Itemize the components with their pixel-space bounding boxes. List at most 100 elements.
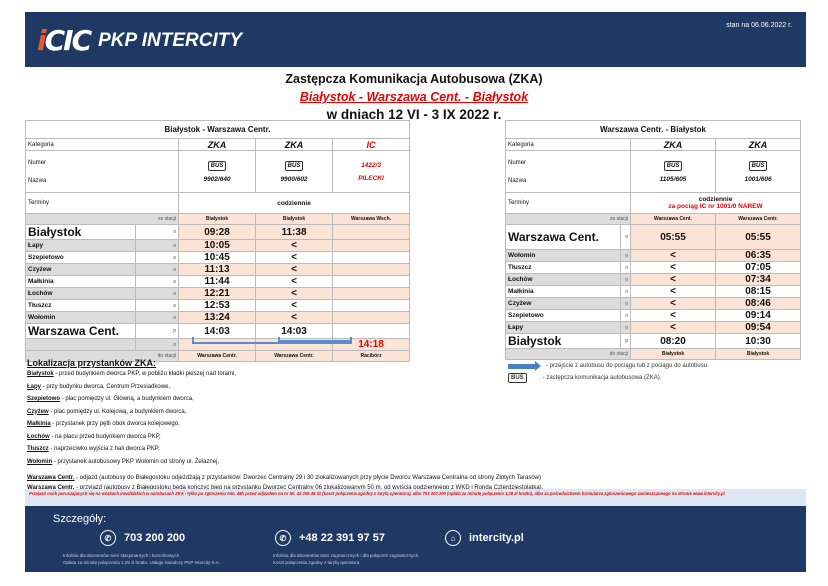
terminy-text: codziennie bbox=[277, 199, 311, 207]
stop-name: Szepietowo bbox=[25, 251, 136, 264]
stop-location-item: Warszawa Centr. - przyjazd (autobusy z B… bbox=[27, 485, 543, 495]
to-station: Warszawa Centr. bbox=[255, 350, 333, 362]
legend-transfer: - przejście z autobusu do pociągu lub z … bbox=[546, 363, 709, 369]
stop-row: Czyżew o <08:46 bbox=[505, 297, 802, 310]
label-terminy: Terminy bbox=[25, 192, 179, 214]
stop-location-item: Szepietowo - plac pomiędzy ul. Główną, a… bbox=[27, 396, 543, 409]
phone-icon: ✆ bbox=[100, 530, 116, 546]
from-station-row: ze stacji Warszawa Cent. Warszawa Centr. bbox=[505, 213, 802, 225]
to-station: Białystok bbox=[714, 348, 802, 360]
stop-name bbox=[25, 338, 136, 351]
from-station-row: ze stacji Białystok Białystok Warszawa Wsch… bbox=[25, 213, 411, 225]
label-numer-nazwa: Numer Nazwa bbox=[505, 150, 631, 193]
to-station: Białystok bbox=[630, 348, 716, 360]
international-number[interactable]: +48 22 391 97 57 bbox=[299, 532, 385, 544]
arr-dep-marker: o bbox=[620, 261, 631, 274]
stop-name: Tłuszcz bbox=[25, 299, 136, 312]
stop-time: 07:05 bbox=[714, 261, 802, 274]
stop-location-item: Łapy - przy budynku dworca, Centrum Prze… bbox=[27, 384, 543, 397]
stop-location-item: Tłuszcz - naprzeciwko wyjścia z hali dwo… bbox=[27, 446, 543, 459]
stop-location-item: Białystok - przed budynkiem dworca PKP, … bbox=[27, 371, 543, 384]
contact-international[interactable]: ✆ +48 22 391 97 57 bbox=[275, 530, 385, 546]
stop-time bbox=[331, 251, 411, 264]
stop-time: 11:44 bbox=[178, 275, 256, 288]
stop-time: 11:13 bbox=[178, 263, 256, 276]
to-station: Warszawa Centr. bbox=[178, 350, 256, 362]
bus-icon: BUS bbox=[508, 373, 527, 383]
stop-time: < bbox=[255, 287, 333, 300]
stop-time: < bbox=[255, 299, 333, 312]
train-category: ZKA bbox=[714, 138, 802, 151]
stop-row: Wołomin o 13:24 < bbox=[25, 311, 411, 324]
stop-time: 06:35 bbox=[714, 249, 802, 262]
stop-time: 08:15 bbox=[714, 285, 802, 298]
desc-line: Infolinia dla abonentów sieci zagraniczn… bbox=[273, 553, 420, 558]
arr-dep-marker: o bbox=[620, 273, 631, 286]
stop-time bbox=[331, 224, 411, 240]
stop-time: < bbox=[255, 263, 333, 276]
brand-name: PKP INTERCITY bbox=[98, 29, 243, 51]
stop-time: < bbox=[255, 275, 333, 288]
train-number-cell: 1422/3 PILECKI bbox=[331, 150, 411, 193]
stop-location-text: - naprzeciwko wyjścia z hali dworca PKP, bbox=[48, 446, 160, 452]
stop-row: Czyżew o 11:13 < bbox=[25, 263, 411, 276]
contact-hotline[interactable]: ✆ 703 200 200 bbox=[100, 530, 185, 546]
stop-location-name: Białystok bbox=[27, 371, 54, 377]
stop-time: 11:38 bbox=[255, 224, 333, 240]
desc-line: Opłata za minutę połączenia 1,29 zł brut… bbox=[63, 560, 220, 565]
website-link[interactable]: intercity.pl bbox=[469, 532, 524, 544]
label-numer: Numer bbox=[508, 159, 527, 166]
from-station: Warszawa Wsch. bbox=[331, 213, 411, 225]
train-number-cell: BUS 1001/606 bbox=[714, 150, 802, 193]
stop-time: < bbox=[630, 249, 716, 262]
stop-time bbox=[331, 287, 411, 300]
title-row: Białystok - Warszawa Centr. bbox=[24, 120, 411, 139]
terminy-value: codziennie bbox=[177, 192, 411, 214]
stop-name: Łapy bbox=[505, 321, 621, 334]
stop-location-name: Łochów bbox=[27, 433, 50, 440]
stop-name: Warszawa Cent. bbox=[505, 224, 621, 250]
label-terminy: Terminy bbox=[505, 192, 631, 214]
timetable-warszawa-bialystok: Warszawa Centr. - Białystok Kategoria ZKA Z… bbox=[504, 120, 802, 360]
stop-time: 12:53 bbox=[178, 299, 256, 312]
stop-row: Tłuszcz o 12:53 < bbox=[25, 299, 411, 312]
hotline-number[interactable]: 703 200 200 bbox=[124, 532, 186, 544]
stop-location-name: Tłuszcz bbox=[27, 446, 49, 452]
stop-time bbox=[331, 263, 411, 276]
stop-location-item: Małkinia - przystanek przy pętli obok dw… bbox=[27, 421, 543, 434]
status-date: stan na 06.06.2022 r. bbox=[726, 22, 792, 29]
desc-line: Infolinia dla abonentów sieci stacjonarn… bbox=[63, 553, 180, 558]
stop-name: Małkinia bbox=[25, 275, 136, 288]
stop-time bbox=[331, 299, 411, 312]
label-nazwa: Nazwa bbox=[508, 177, 527, 184]
stop-row: Wołomin o <06:35 bbox=[505, 249, 802, 262]
stop-name: Białystok bbox=[25, 224, 136, 240]
arr-dep-marker: o bbox=[620, 224, 631, 250]
stop-location-item: Warszawa Centr. - odjazd (autobusy do Bi… bbox=[27, 475, 543, 485]
stop-location-item: Czyżew - plac pomiędzy ul. Kolejową, a b… bbox=[27, 409, 543, 422]
stop-locations: Lokalizacja przystanków ZKA: Białystok -… bbox=[27, 358, 543, 495]
stop-location-text: - na placu przed budynkiem dworca PKP, bbox=[49, 433, 161, 440]
bus-icon: BUS bbox=[663, 160, 683, 171]
stop-time: < bbox=[255, 311, 333, 324]
stop-name: Białystok bbox=[505, 333, 621, 349]
arr-dep-marker: o bbox=[135, 287, 179, 300]
stop-row: Łapy o <09:54 bbox=[505, 321, 802, 334]
stop-location-text: - przed budynkiem dworca PKP, w pobliżu … bbox=[53, 371, 236, 377]
stop-name: Tłuszcz bbox=[505, 261, 621, 274]
stop-time: < bbox=[630, 309, 716, 322]
label-numer: Numer bbox=[28, 159, 47, 166]
terminy-note: za pociąg IC nr 1001/0 NAREW bbox=[668, 203, 763, 210]
from-station: Warszawa Cent. bbox=[630, 213, 716, 225]
stop-location-name: Szepietowo bbox=[27, 396, 61, 402]
label-ze-stacji: ze stacji bbox=[505, 213, 631, 225]
to-station-row: do stacji Białystok Białystok bbox=[505, 348, 802, 360]
from-station: Białystok bbox=[178, 213, 256, 225]
contact-website[interactable]: ⌂ intercity.pl bbox=[445, 530, 524, 546]
route-title: Białystok - Warszawa Cent. - Białystok bbox=[299, 90, 529, 104]
train-number: 9900/602 bbox=[280, 175, 308, 183]
category-row: Kategoria ZKA ZKA IC bbox=[25, 138, 411, 151]
terminy-value: codziennie za pociąg IC nr 1001/0 NAREW bbox=[629, 192, 802, 214]
stop-time bbox=[331, 311, 411, 324]
stop-time bbox=[331, 275, 411, 288]
